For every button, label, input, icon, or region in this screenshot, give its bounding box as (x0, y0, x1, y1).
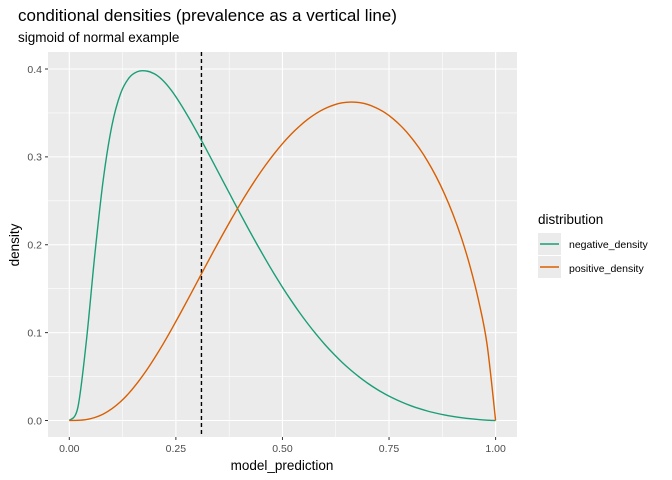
chart-subtitle: sigmoid of normal example (18, 30, 179, 45)
series-line-positive-density (69, 101, 497, 422)
series-layer (68, 69, 497, 422)
x-tick-label: 0.25 (166, 443, 187, 455)
y-axis-title: density (7, 223, 22, 266)
grid-layer (48, 52, 517, 437)
legend: distribution negative_density positive_d… (538, 212, 649, 278)
legend-label-negative-density: negative_density (569, 239, 649, 251)
chart-title: conditional densities (prevalence as a v… (18, 6, 397, 25)
tick-layer: 0.00 0.25 0.50 0.75 1.00 0.0 0.1 0.2 0.3 0.4 (27, 64, 506, 455)
y-tick-label: 0.2 (27, 240, 42, 252)
y-tick-label: 0.1 (27, 327, 42, 339)
y-tick-label: 0.0 (27, 415, 42, 427)
x-tick-label: 0.75 (379, 443, 400, 455)
series-line-negative-density (68, 69, 496, 422)
legend-title: distribution (538, 212, 603, 227)
y-tick-label: 0.4 (27, 64, 42, 76)
x-tick-label: 0.50 (272, 443, 293, 455)
x-tick-label: 1.00 (485, 443, 506, 455)
y-tick-label: 0.3 (27, 152, 42, 164)
x-axis-title: model_prediction (231, 458, 334, 473)
x-tick-label: 0.00 (59, 443, 80, 455)
legend-label-positive-density: positive_density (569, 263, 644, 275)
